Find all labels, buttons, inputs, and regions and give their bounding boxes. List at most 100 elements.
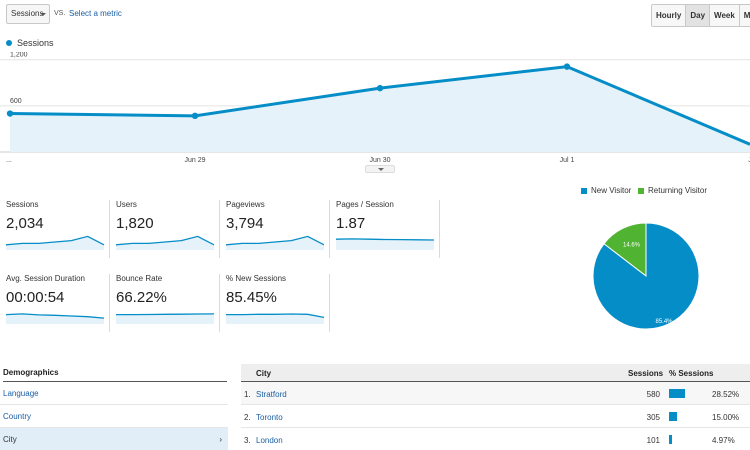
sessions-data-point[interactable] (376, 84, 384, 92)
x-tick-label: Jun 29 (184, 157, 205, 164)
new-visitor-swatch (581, 187, 587, 194)
demographics-header: Demographics (3, 368, 227, 382)
scorecard[interactable]: Sessions 2,034 (6, 200, 110, 258)
scorecard-sparkline (226, 313, 324, 324)
primary-metric-select[interactable]: Sessions (6, 4, 50, 24)
scorecard-value: 2,034 (6, 215, 44, 232)
select-metric-link[interactable]: Select a metric (69, 9, 122, 18)
scorecard-value: 1,820 (116, 215, 154, 232)
scorecard-label: Pages / Session (336, 200, 394, 209)
row-index: 3. (244, 436, 251, 445)
scorecard-label: Sessions (6, 200, 39, 209)
tab-week[interactable]: Week (710, 5, 740, 26)
sparkline-line (116, 313, 214, 316)
chart-collapse-handle[interactable] (365, 165, 395, 173)
legend-new-visitor: New Visitor (581, 186, 631, 195)
pie-slice-label: 14.6% (623, 243, 641, 249)
scorecard[interactable]: % New Sessions 85.45% (226, 274, 330, 332)
returning-visitor-slice[interactable] (603, 222, 647, 278)
demographics-country[interactable]: Country (0, 405, 228, 428)
demographics-city[interactable]: City › (0, 428, 228, 450)
sparkline-fill (336, 238, 434, 250)
tab-month[interactable]: Month (739, 5, 750, 26)
chevron-down-icon (378, 168, 384, 171)
scorecard-label: Users (116, 200, 137, 209)
city-link[interactable]: Stratford (256, 390, 287, 399)
scorecard-sparkline (336, 238, 434, 250)
scorecard-sparkline (226, 235, 324, 250)
sessions-legend-label: Sessions (17, 38, 54, 48)
sessions-value: 101 (646, 436, 660, 445)
scorecard[interactable]: Bounce Rate 66.22% (116, 274, 220, 332)
legend-returning-visitor: Returning Visitor (638, 186, 707, 195)
sessions-data-point[interactable] (563, 63, 571, 70)
sessions-legend-dot (6, 40, 12, 46)
scorecard-label: Pageviews (226, 200, 265, 209)
pie-slice-label: 85.4% (655, 319, 673, 325)
sparkline-fill (226, 236, 324, 250)
visitor-type-pie-chart: 14.6% 85.4% (592, 222, 700, 330)
sessions-value: 580 (646, 390, 660, 399)
column-city: City (256, 369, 272, 378)
y-tick-label: 600 (10, 98, 22, 105)
column-pct-sessions: % Sessions (669, 369, 714, 378)
sessions-pct-value: 15.00% (712, 413, 740, 422)
table-row: 1. Stratford 580 28.52% (241, 382, 750, 405)
scorecard[interactable]: Avg. Session Duration 00:00:54 (6, 274, 110, 332)
sessions-over-time-chart: 1,200 600... Jun 29 Jun 30 Jul 1 J (0, 52, 750, 164)
time-granularity-tabs: Hourly Day Week Month (651, 4, 750, 27)
sparkline-line (116, 235, 214, 246)
scorecard-label: Bounce Rate (116, 274, 163, 283)
scorecard[interactable]: Users 1,820 (116, 200, 220, 258)
sparkline-line (6, 313, 104, 319)
scorecard-sparkline (6, 235, 104, 250)
scorecard-label: % New Sessions (226, 274, 287, 283)
sessions-share-bar (669, 412, 678, 421)
legend-returning-visitor-label: Returning Visitor (648, 186, 707, 195)
scorecard-label: Avg. Session Duration (6, 274, 86, 283)
sessions-data-point[interactable] (6, 110, 14, 117)
vs-label: VS. (54, 10, 66, 17)
new-visitor-slice[interactable] (592, 222, 700, 330)
scorecard-value: 3,794 (226, 215, 264, 232)
tab-hourly[interactable]: Hourly (652, 5, 687, 26)
sessions-pct-value: 4.97% (712, 436, 735, 445)
sparkline-line (226, 235, 324, 246)
sparkline-fill (116, 236, 214, 250)
sessions-share-bar (669, 389, 685, 398)
tab-day[interactable]: Day (686, 5, 711, 26)
sparkline-fill (226, 314, 324, 324)
chevron-down-icon (40, 13, 46, 16)
sparkline-line (6, 235, 104, 246)
scorecard[interactable]: Pages / Session 1.87 (336, 200, 440, 258)
row-index: 2. (244, 413, 251, 422)
scorecard-sparkline (116, 235, 214, 250)
city-link[interactable]: London (256, 436, 283, 445)
demographics-city-label: City (3, 435, 17, 444)
sessions-share-bar (669, 435, 672, 444)
sparkline-line (336, 238, 434, 241)
scorecard-sparkline (6, 313, 104, 324)
sessions-data-point[interactable] (191, 112, 199, 120)
x-tick-label: ... (6, 157, 12, 164)
table-row: 2. Toronto 305 15.00% (241, 405, 750, 428)
sessions-pct-value: 28.52% (712, 390, 740, 399)
legend-new-visitor-label: New Visitor (591, 186, 632, 195)
x-tick-label: Jun 30 (369, 157, 390, 164)
city-table-header: City Sessions % Sessions (241, 364, 750, 382)
sparkline-fill (116, 313, 214, 324)
demographics-language[interactable]: Language (0, 382, 228, 405)
primary-metric-label: Sessions (11, 9, 44, 18)
scorecard-value: 85.45% (226, 289, 277, 306)
returning-visitor-swatch (638, 187, 644, 194)
sessions-value: 305 (646, 413, 660, 422)
chevron-right-icon: › (219, 435, 222, 444)
x-tick-label: J (748, 157, 750, 164)
scorecard-sparkline (116, 313, 214, 324)
city-link[interactable]: Toronto (256, 413, 283, 422)
scorecard-value: 1.87 (336, 215, 366, 232)
scorecard[interactable]: Pageviews 3,794 (226, 200, 330, 258)
scorecard-value: 00:00:54 (6, 289, 65, 306)
column-sessions: Sessions (628, 369, 664, 378)
table-row: 3. London 101 4.97% (241, 428, 750, 450)
